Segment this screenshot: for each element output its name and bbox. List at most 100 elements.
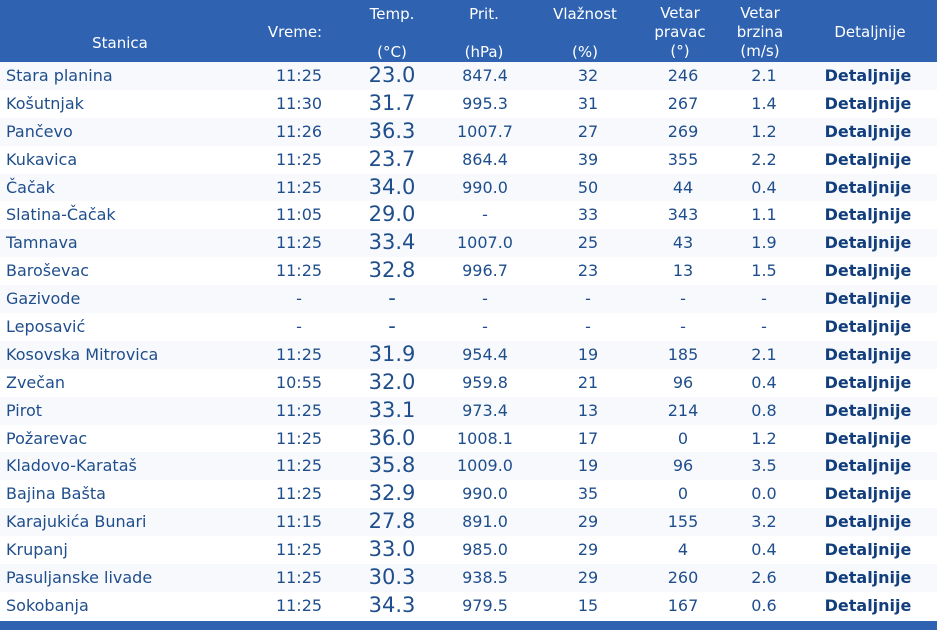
temperature: 23.0: [368, 63, 416, 87]
obs-time: 11:05: [275, 205, 323, 225]
humidity: 29: [577, 568, 599, 588]
station-name: Pasuljanske livade: [6, 568, 153, 588]
details-link[interactable]: Detaljnije: [824, 428, 912, 448]
wind-direction: 355: [667, 149, 699, 169]
header-details: Detaljnije: [834, 23, 906, 41]
details-link[interactable]: Detaljnije: [824, 233, 912, 253]
details-link[interactable]: Detaljnije: [824, 344, 912, 364]
details-link[interactable]: Detaljnije: [824, 568, 912, 588]
station-name: Čačak: [6, 177, 55, 197]
details-link[interactable]: Detaljnije: [824, 66, 912, 85]
obs-time: 11:25: [275, 595, 323, 615]
header-time: Vreme:: [267, 23, 323, 41]
details-link[interactable]: Detaljnije: [824, 540, 912, 560]
table-row: Čačak 11:25 34.0 990.0 50 44 0.4 Detaljnije: [0, 173, 937, 202]
obs-time: 11:25: [275, 484, 323, 504]
humidity: 19: [577, 344, 599, 364]
header-wind-speed-unit: (m/s): [740, 42, 780, 60]
details-link[interactable]: Detaljnije: [824, 512, 912, 532]
header-pressure-unit: (hPa): [464, 43, 504, 61]
humidity: 29: [577, 540, 599, 560]
humidity: 39: [577, 149, 599, 169]
header-pressure: Prit.: [469, 5, 499, 23]
obs-time: 11:25: [275, 568, 323, 588]
pressure: 973.4: [462, 400, 508, 420]
station-name: Kukavica: [6, 149, 78, 169]
wind-direction: 267: [667, 93, 699, 113]
table-row: Kukavica 11:25 23.7 864.4 39 355 2.2 Detaljnije: [0, 146, 937, 174]
table-row: Bajina Bašta 11:25 32.9 990.0 35 0 0.0 Detaljni…: [0, 480, 937, 508]
obs-time: 11:25: [275, 177, 323, 197]
station-name: Pirot: [6, 400, 43, 420]
temperature: 27.8: [368, 509, 416, 534]
humidity: 33: [577, 205, 599, 225]
station-name: Baroševac: [6, 261, 90, 281]
pressure: 990.0: [462, 177, 508, 197]
wind-speed: -: [761, 289, 767, 309]
details-link[interactable]: Detaljnije: [824, 261, 912, 281]
wind-direction: -: [680, 317, 686, 337]
wind-speed: 1.1: [751, 205, 777, 225]
temperature: 33.4: [368, 230, 416, 255]
details-link[interactable]: Detaljnije: [824, 149, 912, 169]
humidity: 32: [577, 66, 599, 85]
header-station: Stanica: [92, 34, 148, 52]
pressure: -: [482, 289, 488, 309]
obs-time: 11:25: [275, 456, 323, 476]
station-name: Požarevac: [6, 428, 88, 448]
humidity: 21: [577, 372, 599, 392]
station-name: Gazivode: [6, 289, 81, 309]
station-name: Pančevo: [6, 121, 73, 141]
station-name: Stara planina: [6, 66, 113, 85]
wind-speed: 0.4: [751, 540, 777, 560]
station-name: Kosovska Mitrovica: [6, 344, 159, 364]
station-name: Slatina-Čačak: [6, 205, 116, 225]
wind-speed: 0.4: [751, 372, 777, 392]
details-link[interactable]: Detaljnije: [824, 456, 912, 476]
wind-speed: 0.6: [751, 595, 777, 615]
details-link[interactable]: Detaljnije: [824, 595, 912, 615]
temperature: 33.1: [368, 397, 416, 422]
details-link[interactable]: Detaljnije: [824, 121, 912, 141]
temperature: 34.0: [368, 174, 416, 199]
pressure: 1007.0: [457, 233, 513, 253]
table-row: Tamnava 11:25 33.4 1007.0 25 43 1.9 Detaljnije: [0, 229, 937, 258]
station-name: Tamnava: [6, 233, 78, 253]
wind-speed: 1.5: [751, 261, 777, 281]
wind-direction: -: [680, 289, 686, 309]
obs-time: 11:25: [275, 261, 323, 281]
wind-direction: 269: [667, 121, 699, 141]
temperature: 23.7: [368, 146, 416, 171]
temperature: 31.9: [368, 341, 416, 366]
details-link[interactable]: Detaljnije: [824, 372, 912, 392]
wind-speed: 0.0: [751, 484, 777, 504]
wind-speed: 1.2: [751, 121, 777, 141]
obs-time: -: [296, 289, 302, 309]
temperature: 33.0: [368, 537, 416, 562]
humidity: 31: [577, 93, 599, 113]
wind-speed: 2.2: [751, 149, 777, 169]
header-humidity: Vlažnost: [553, 5, 617, 23]
wind-direction: 0: [677, 428, 689, 448]
station-name: Krupanj: [6, 540, 68, 560]
details-link[interactable]: Detaljnije: [824, 177, 912, 197]
humidity: 17: [577, 428, 599, 448]
wind-direction: 185: [667, 344, 699, 364]
details-link[interactable]: Detaljnije: [824, 400, 912, 420]
obs-time: 11:25: [275, 233, 323, 253]
details-link[interactable]: Detaljnije: [824, 484, 912, 504]
header-wind-dir-unit: (°): [670, 42, 690, 60]
obs-time: 10:55: [275, 372, 323, 392]
details-link[interactable]: Detaljnije: [824, 93, 912, 113]
pressure: 995.3: [462, 93, 508, 113]
table-footer-bar: [0, 621, 937, 630]
details-link[interactable]: Detaljnije: [824, 205, 912, 225]
station-name: Karajukića Bunari: [6, 512, 147, 532]
details-link[interactable]: Detaljnije: [824, 317, 912, 337]
wind-direction: 260: [667, 568, 699, 588]
details-link[interactable]: Detaljnije: [824, 289, 912, 309]
humidity: 23: [577, 261, 599, 281]
humidity: 27: [577, 121, 599, 141]
header-wind-dir-2: pravac: [654, 23, 706, 41]
